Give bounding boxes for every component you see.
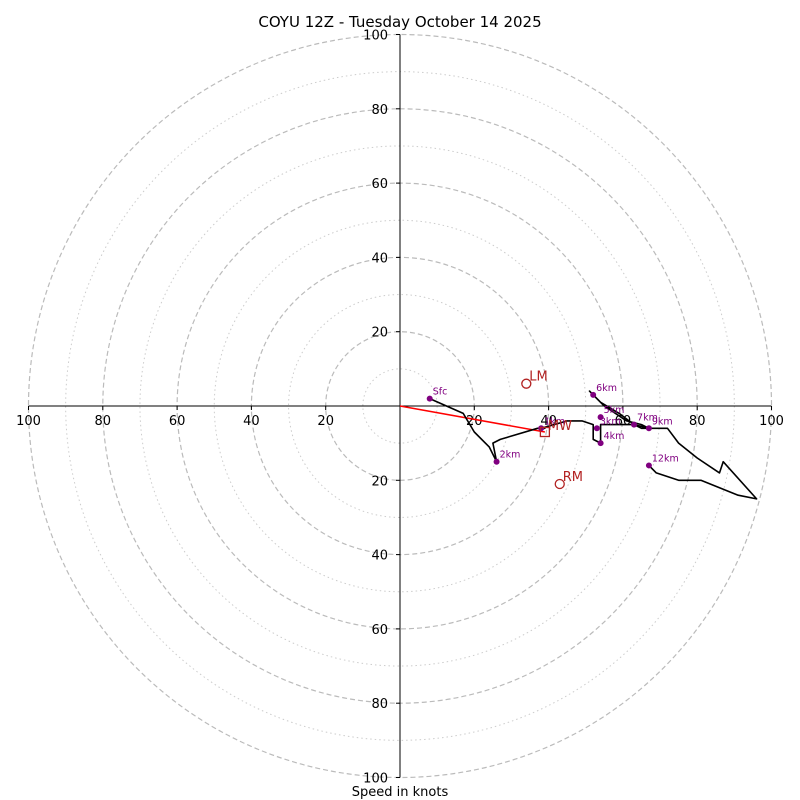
height-marker-point — [631, 421, 638, 428]
height-marker-label: 4km — [604, 431, 625, 442]
x-tick-label: 20 — [317, 414, 334, 429]
y-tick-label: 60 — [371, 177, 388, 192]
y-tick-label: 80 — [371, 697, 388, 712]
tick-labels: 100 80 60 40 20 20 40 60 80 100100806040202040608… — [16, 29, 784, 787]
x-tick-label: 40 — [243, 414, 260, 429]
height-marker-point — [593, 425, 600, 432]
y-tick-label: 100 — [363, 29, 388, 44]
y-tick-label: 20 — [371, 474, 388, 489]
mean-wind-marker — [539, 426, 551, 438]
height-marker-point — [597, 440, 604, 447]
height-marker-label: Sfc — [433, 387, 448, 398]
height-marker-point — [597, 414, 604, 421]
height-marker-label: 1km — [544, 416, 565, 427]
hodograph-trace — [429, 390, 758, 500]
storm-motion-label: LM — [529, 370, 547, 385]
x-tick-label: 100 — [16, 414, 41, 429]
mean-wind-label: MW — [548, 419, 572, 434]
y-tick-label: 40 — [371, 549, 388, 564]
x-axis-label: Speed in knots — [352, 785, 449, 800]
height-marker-point — [426, 395, 433, 402]
height-marker-label: 5km — [604, 405, 625, 416]
y-tick-label: 20 — [371, 326, 388, 341]
height-marker-point — [645, 462, 652, 469]
storm-motion-marker — [554, 478, 565, 490]
storm-motion-label: RM — [563, 470, 583, 485]
x-tick-label: 80 — [689, 414, 706, 429]
y-tick-label: 60 — [371, 623, 388, 638]
y-tick-label: 40 — [371, 251, 388, 266]
height-marker-label: 9km — [652, 416, 673, 427]
x-tick-label: 80 — [95, 414, 112, 429]
height-marker-label: 3km — [600, 416, 621, 427]
storm-motion-marker — [521, 378, 532, 389]
height-marker-point — [493, 458, 500, 465]
height-marker-label: 12km — [652, 453, 679, 464]
y-tick-label: 100 — [363, 772, 388, 787]
height-marker-label: 7km — [637, 413, 658, 424]
height-marker-label: 2km — [500, 450, 521, 461]
y-tick-label: 80 — [371, 103, 388, 118]
shear-vector-line — [399, 405, 546, 433]
x-tick-label: 100 — [759, 414, 784, 429]
height-marker-point — [590, 391, 597, 398]
chart-title: COYU 12Z - Tuesday October 14 2025 — [258, 13, 541, 31]
height-marker-label: 6km — [596, 383, 617, 394]
height-marker-point — [645, 425, 652, 432]
height-marker-point — [538, 425, 545, 432]
x-tick-label: 60 — [169, 414, 186, 429]
